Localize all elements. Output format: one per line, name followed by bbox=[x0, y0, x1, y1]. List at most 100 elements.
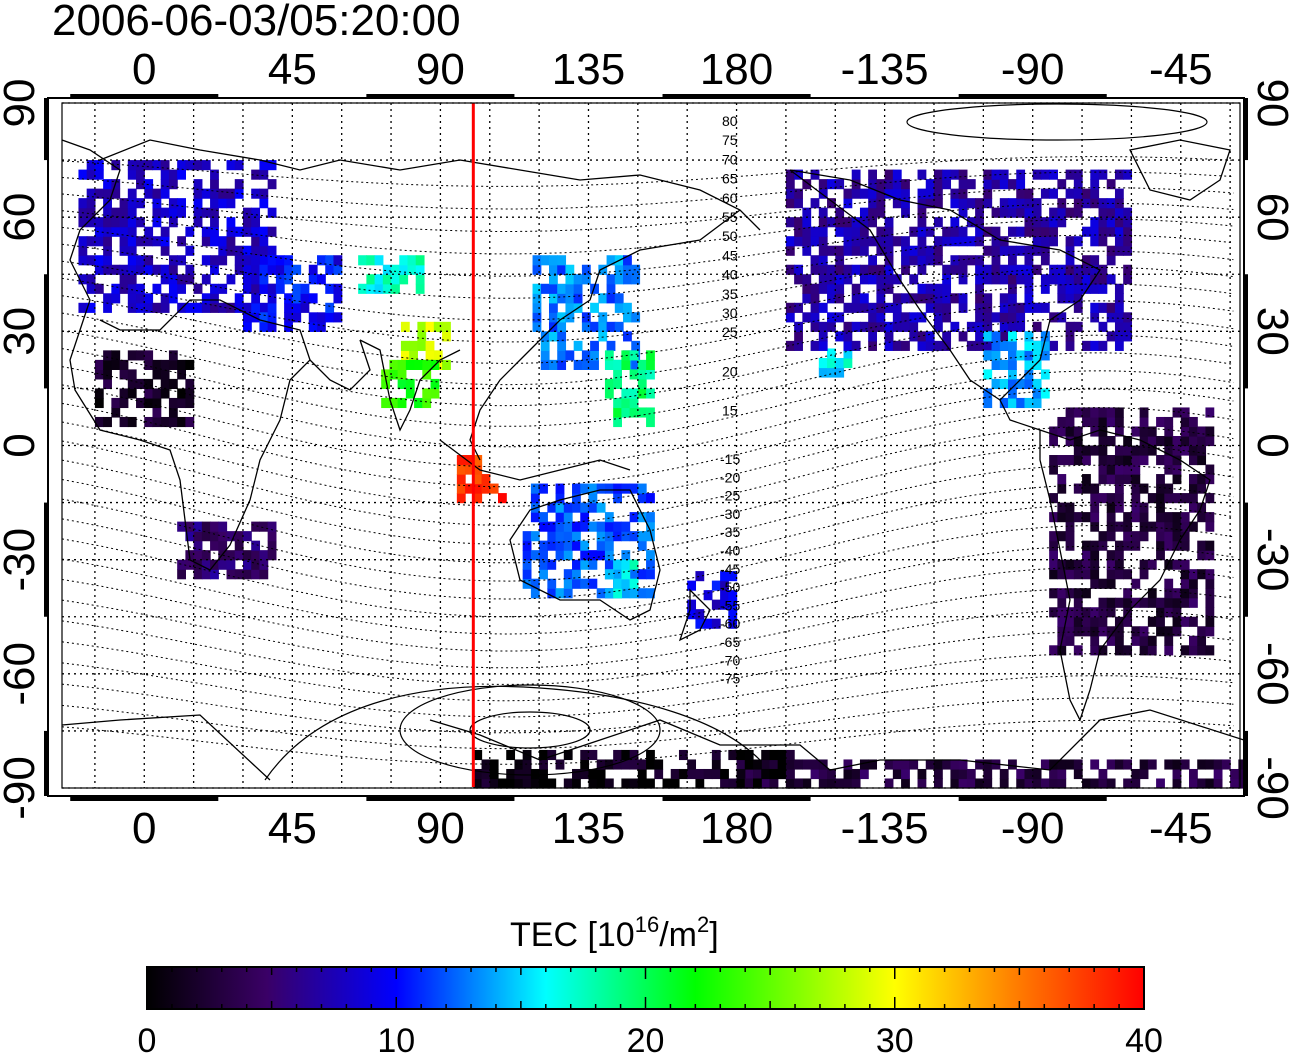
tec-cell bbox=[86, 198, 96, 209]
tec-cell bbox=[868, 188, 877, 199]
tec-cell bbox=[596, 778, 606, 789]
tec-cell bbox=[94, 255, 104, 266]
mlat-contour bbox=[61, 187, 1234, 232]
mlat-label: -20 bbox=[720, 469, 740, 485]
tec-cell bbox=[547, 749, 557, 761]
tec-cell bbox=[185, 416, 195, 428]
tec-cell bbox=[1114, 559, 1124, 570]
tec-cell bbox=[1049, 645, 1058, 656]
y-tick-label-right: 60 bbox=[1248, 193, 1292, 242]
tec-cell bbox=[892, 179, 902, 190]
tec-cell bbox=[1057, 455, 1067, 466]
tec-cell bbox=[769, 759, 779, 770]
tec-cell bbox=[532, 302, 542, 313]
tec-cell bbox=[425, 321, 435, 332]
tec-cell bbox=[818, 768, 828, 780]
tec-cell bbox=[868, 179, 877, 190]
tec-cell bbox=[547, 531, 557, 542]
tec-cell bbox=[127, 207, 137, 218]
tec-cell bbox=[532, 255, 542, 266]
tec-cell bbox=[127, 293, 137, 304]
mlat-label: 75 bbox=[722, 132, 738, 148]
tec-cell bbox=[1114, 445, 1124, 456]
tec-cell bbox=[218, 531, 228, 542]
tec-cell bbox=[1082, 445, 1091, 456]
tec-cell bbox=[827, 293, 836, 304]
frame-tick-bar bbox=[70, 796, 219, 801]
tec-cell bbox=[588, 502, 598, 513]
tec-cell bbox=[794, 226, 803, 237]
tec-cell bbox=[933, 188, 943, 199]
tec-cell bbox=[580, 512, 590, 523]
tec-cell bbox=[127, 388, 137, 399]
tec-cell bbox=[1082, 512, 1091, 523]
tec-cell bbox=[818, 367, 828, 378]
tec-cell bbox=[193, 569, 203, 580]
tec-cell bbox=[267, 312, 277, 323]
tec-cell bbox=[1106, 607, 1116, 618]
tec-cell bbox=[1156, 416, 1165, 428]
tec-cell bbox=[876, 293, 886, 304]
tec-cell bbox=[119, 198, 129, 209]
tec-cell bbox=[909, 255, 919, 266]
tec-cell bbox=[1098, 302, 1108, 313]
tec-cell bbox=[975, 217, 984, 228]
tec-cell bbox=[728, 590, 738, 601]
tec-cell bbox=[456, 455, 466, 466]
tec-cell bbox=[843, 226, 853, 237]
tec-cell bbox=[614, 264, 624, 275]
tec-cell bbox=[547, 540, 557, 551]
tec-cell bbox=[506, 749, 516, 761]
tec-cell bbox=[1016, 321, 1026, 332]
tec-cell bbox=[1172, 768, 1182, 780]
tec-cell bbox=[917, 778, 927, 789]
tec-cell bbox=[868, 217, 877, 228]
tec-cell bbox=[1172, 778, 1182, 789]
tec-cell bbox=[604, 483, 614, 494]
tec-cell bbox=[703, 590, 713, 601]
tec-cell bbox=[958, 302, 968, 313]
tec-cell bbox=[1147, 426, 1157, 437]
tec-cell bbox=[572, 531, 581, 542]
tec-cell bbox=[1016, 179, 1026, 190]
tec-cell bbox=[917, 236, 927, 247]
tec-cell bbox=[1016, 198, 1026, 209]
tec-cell bbox=[1057, 778, 1067, 789]
tec-cell bbox=[785, 778, 795, 789]
tec-cell bbox=[1016, 302, 1026, 313]
tec-cell bbox=[251, 550, 261, 561]
tec-cell bbox=[94, 188, 104, 199]
tec-cell bbox=[1131, 474, 1141, 485]
tec-cell bbox=[1032, 321, 1042, 332]
tec-cell bbox=[267, 160, 277, 171]
tec-cell bbox=[136, 255, 145, 266]
tec-cell bbox=[94, 369, 104, 380]
tec-cell bbox=[580, 578, 590, 589]
tec-cell bbox=[1082, 340, 1091, 351]
tec-cell bbox=[127, 236, 137, 247]
tec-cell bbox=[325, 302, 335, 313]
tec-cell bbox=[168, 359, 178, 370]
tec-cell bbox=[522, 531, 532, 542]
tec-cell bbox=[119, 397, 129, 409]
tec-cell bbox=[473, 483, 483, 494]
tec-cell bbox=[127, 369, 137, 380]
tec-cell bbox=[1139, 635, 1149, 646]
tec-cell bbox=[604, 521, 614, 532]
tec-cell bbox=[901, 236, 910, 247]
tec-cell bbox=[1098, 493, 1108, 504]
tec-cell bbox=[629, 559, 639, 570]
tec-cell bbox=[901, 768, 910, 780]
tec-cell bbox=[1156, 474, 1165, 485]
tec-cell bbox=[631, 312, 641, 323]
tec-cell bbox=[1098, 778, 1108, 789]
tec-cell bbox=[590, 302, 599, 313]
tec-cell bbox=[1090, 626, 1100, 637]
tec-cell bbox=[565, 283, 575, 294]
tec-cell bbox=[933, 283, 943, 294]
tec-cell bbox=[1032, 359, 1042, 370]
tec-cell bbox=[892, 340, 902, 351]
tec-cell bbox=[1090, 483, 1100, 494]
tec-cell bbox=[168, 378, 178, 390]
tec-cell bbox=[1065, 559, 1075, 570]
